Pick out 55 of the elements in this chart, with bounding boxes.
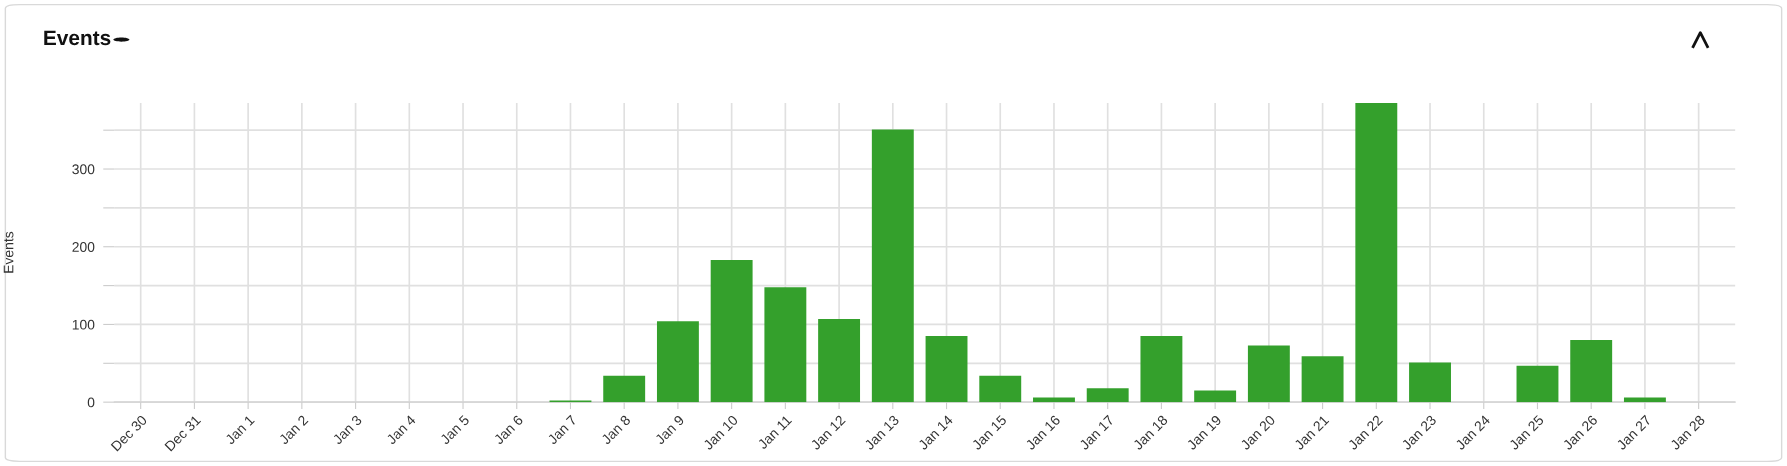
bar [1140, 336, 1183, 403]
bar [1194, 390, 1237, 403]
x-tick-label: Jan 23 [1400, 414, 1437, 451]
bar [925, 336, 968, 403]
bar [1355, 102, 1398, 403]
x-tick-label: Dec 30 [110, 414, 148, 452]
x-tick-label: Jan 16 [1024, 414, 1061, 451]
x-tick-label: Jan 20 [1239, 414, 1276, 451]
x-tick-label: Jan 2 [278, 414, 309, 446]
bar [1516, 365, 1559, 403]
x-tick-label: Jan 7 [546, 414, 578, 446]
bar [1033, 397, 1075, 403]
x-tick-label: Jan 27 [1615, 414, 1652, 451]
bar [656, 321, 699, 403]
bar [710, 259, 753, 403]
x-tick-label: Jan 10 [702, 414, 739, 451]
x-tick-label: Jan 9 [654, 414, 685, 446]
x-tick-label: Jan 19 [1186, 414, 1222, 451]
x-tick-label: Jan 24 [1454, 414, 1491, 451]
x-tick-label: Jan 15 [971, 414, 1008, 451]
bar [979, 375, 1022, 403]
x-tick-label: Jan 18 [1132, 414, 1169, 451]
x-tick-label: Jan 28 [1669, 414, 1706, 451]
bar [1623, 397, 1666, 403]
bar [818, 319, 861, 403]
bar [1301, 356, 1344, 403]
x-tick-label: Dec 31 [164, 414, 202, 452]
x-tick-label: Jan 8 [600, 414, 631, 446]
y-tick-label: 200 [72, 242, 95, 252]
x-tick-label: Jan 14 [917, 414, 954, 451]
x-tick-label: Jan 1 [224, 414, 255, 446]
x-tick-label: Jan 12 [810, 414, 846, 451]
x-tick-label: Jan 11 [757, 414, 793, 450]
x-tick-label: Jan 5 [439, 414, 470, 446]
x-tick-label: Jan 26 [1562, 414, 1598, 451]
x-tick-label: Jan 17 [1078, 414, 1115, 451]
x-tick-label: Jan 3 [331, 414, 363, 446]
bar [1086, 388, 1129, 403]
x-tick-label: Jan 4 [385, 414, 417, 446]
bar [1247, 345, 1290, 403]
y-tick-label: 100 [72, 319, 95, 330]
x-tick-label: Jan 22 [1347, 414, 1384, 451]
chart-title: Events [44, 30, 111, 46]
x-tick-label: Jan 6 [493, 414, 524, 446]
bar [764, 287, 807, 403]
y-tick-label: 300 [72, 164, 95, 175]
x-tick-label: Jan 25 [1508, 414, 1545, 451]
bar [1409, 362, 1451, 403]
bar [1570, 339, 1613, 403]
x-tick-label: Jan 13 [863, 414, 900, 451]
y-axis-title: Events [3, 231, 14, 273]
bar [603, 375, 646, 403]
bar [871, 129, 914, 403]
y-tick-label: 0 [87, 397, 95, 408]
x-tick-label: Jan 21 [1293, 414, 1330, 451]
